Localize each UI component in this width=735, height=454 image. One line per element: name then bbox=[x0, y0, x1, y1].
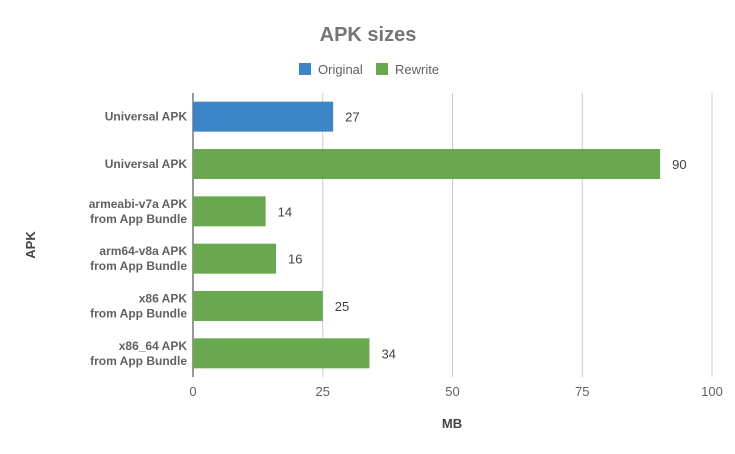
data-label: 27 bbox=[345, 110, 359, 125]
legend-swatch-rewrite bbox=[376, 63, 388, 75]
legend-label-rewrite: Rewrite bbox=[395, 62, 439, 77]
category-label: from App Bundle bbox=[90, 354, 187, 368]
category-label: x86 APK bbox=[139, 292, 188, 306]
data-label: 90 bbox=[672, 157, 686, 172]
gridlines bbox=[192, 93, 713, 377]
x-tick-labels: 0 25 50 75 100 bbox=[189, 384, 722, 399]
category-label: from App Bundle bbox=[90, 307, 187, 321]
x-axis-title: MB bbox=[442, 416, 462, 431]
category-label: Universal APK bbox=[105, 110, 188, 124]
bars: 27 90 14 16 25 34 bbox=[193, 101, 687, 369]
category-label: from App Bundle bbox=[90, 259, 187, 273]
category-labels: Universal APK Universal APK armeabi-v7a AP… bbox=[89, 110, 188, 368]
data-label: 14 bbox=[278, 204, 292, 219]
y-axis-title: APK bbox=[23, 231, 38, 259]
chart-title: APK sizes bbox=[320, 24, 417, 46]
bar-rewrite bbox=[193, 149, 661, 179]
bar-rewrite bbox=[193, 196, 266, 227]
bar-rewrite bbox=[193, 338, 370, 369]
x-tick-label: 25 bbox=[316, 384, 330, 399]
legend-label-original: Original bbox=[318, 62, 363, 77]
x-tick-label: 50 bbox=[445, 384, 459, 399]
category-label: x86_64 APK bbox=[119, 339, 188, 353]
category-label: Universal APK bbox=[105, 157, 188, 171]
category-label: arm64-v8a APK bbox=[99, 244, 187, 258]
category-label: armeabi-v7a APK bbox=[89, 197, 188, 211]
legend: Original Rewrite bbox=[299, 62, 439, 77]
data-label: 34 bbox=[381, 346, 395, 361]
bar-rewrite bbox=[193, 291, 323, 321]
x-tick-label: 0 bbox=[189, 384, 196, 399]
x-tick-label: 100 bbox=[701, 384, 723, 399]
bar-original bbox=[193, 101, 334, 132]
bar-rewrite bbox=[193, 243, 277, 274]
data-label: 25 bbox=[335, 299, 349, 314]
category-label: from App Bundle bbox=[90, 212, 187, 226]
legend-swatch-original bbox=[299, 63, 311, 75]
data-label: 16 bbox=[288, 252, 302, 267]
x-tick-label: 75 bbox=[575, 384, 589, 399]
